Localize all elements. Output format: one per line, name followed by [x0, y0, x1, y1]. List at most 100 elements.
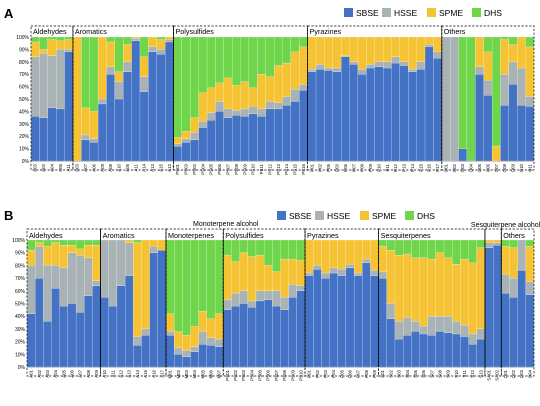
bar-segment-spme: [349, 36, 359, 62]
bar-segment-spme: [59, 244, 68, 269]
y-tick-label: 0%: [18, 365, 26, 371]
x-tick-label: S09: [446, 369, 451, 377]
bar-segment-sbse: [125, 275, 134, 368]
bar-segment-sbse: [239, 303, 248, 368]
bar-segment-dhs: [255, 239, 265, 256]
group-label: Aldehydes: [29, 231, 63, 240]
bar-segment-dhs: [239, 239, 248, 253]
x-tick-label: O11: [527, 163, 532, 172]
bar-segment-spme: [206, 87, 216, 113]
bar-segment-dhs: [509, 239, 518, 248]
bar-segment-dhs: [525, 36, 535, 48]
bar-segment-sbse: [475, 74, 484, 162]
x-tick-label: PS05: [209, 163, 214, 174]
panel-a-legend: SBSE HSSE SPME DHS: [344, 8, 502, 18]
group-label: Pyrazines: [310, 27, 342, 36]
x-tick-label: O09: [511, 163, 516, 172]
bar-segment-sbse: [500, 105, 509, 162]
bar-segment-hsse: [313, 265, 322, 270]
x-tick-label: A16: [151, 369, 156, 377]
bar-segment-hsse: [149, 246, 158, 253]
bar-segment-sbse: [92, 285, 101, 368]
y-tick-label: 70%: [19, 72, 30, 78]
bar-segment-hsse: [332, 67, 342, 72]
bar-segment-hsse: [141, 328, 150, 336]
bar-segment-sbse: [435, 331, 445, 368]
bar-segment-sbse: [299, 90, 308, 162]
legend-swatch-sbse: [277, 211, 286, 220]
x-tick-label: P07: [356, 369, 361, 377]
x-tick-label: PS03: [184, 163, 189, 174]
bar-segment-sbse: [366, 67, 375, 162]
bar-segment-sbse: [508, 84, 518, 162]
x-tick-label: P06: [343, 163, 348, 171]
x-tick-label: S04: [405, 369, 410, 377]
bar-segment-hsse: [394, 321, 404, 340]
bar-segment-hsse: [231, 293, 240, 307]
bar-segment-sbse: [315, 69, 325, 162]
y-tick-label: 0%: [22, 159, 30, 165]
bar-segment-dhs: [231, 239, 240, 262]
bar-segment-sbse: [206, 345, 216, 368]
group-label: Sesquiterpenes: [381, 231, 431, 240]
bar-segment-spme: [337, 239, 347, 270]
y-tick-label: 20%: [15, 340, 26, 346]
legend-swatch-spme: [360, 211, 369, 220]
y-tick-label: 80%: [15, 263, 26, 269]
x-tick-label: S05: [413, 369, 418, 377]
y-tick-label: 30%: [15, 327, 26, 333]
bar-segment-dhs: [386, 239, 396, 251]
bar-segment-dhs: [181, 36, 191, 132]
bar-segment-spme: [411, 257, 420, 322]
legend-label-sbse: SBSE: [289, 211, 312, 221]
x-tick-label: M03: [184, 369, 189, 378]
x-tick-label: S12: [470, 369, 475, 377]
bar-segment-dhs: [264, 239, 273, 266]
y-tick-label: 20%: [19, 134, 30, 140]
bar-segment-spme: [299, 46, 308, 85]
bar-segment-sbse: [509, 297, 518, 368]
bar-segment-spme: [89, 111, 99, 139]
bar-segment-sbse: [247, 307, 257, 368]
bar-segment-dhs: [280, 239, 289, 260]
bar-segment-hsse: [290, 88, 300, 102]
x-tick-label: A07: [83, 163, 88, 171]
bar-segment-hsse: [460, 324, 469, 337]
bar-segment-spme: [30, 41, 40, 57]
x-tick-label: PS05: [258, 369, 263, 380]
bar-segment-sbse: [165, 335, 175, 368]
x-tick-label: P05: [339, 369, 344, 377]
bar-segment-sbse: [84, 295, 93, 368]
bar-segment-spme: [280, 258, 289, 298]
bar-segment-spme: [114, 71, 124, 82]
bar-segment-dhs: [427, 239, 436, 260]
bar-segment-dhs: [190, 36, 199, 118]
bar-segment-dhs: [67, 239, 77, 246]
bar-segment-spme: [35, 242, 44, 247]
bar-segment-spme: [264, 265, 273, 291]
x-tick-label: P15: [418, 163, 423, 171]
x-tick-label: P02: [315, 369, 320, 377]
bar-segment-spme: [272, 271, 281, 291]
x-tick-label: A17: [159, 369, 164, 377]
bar-segment-spme: [282, 62, 291, 97]
group-label: Aldehydes: [33, 27, 67, 36]
x-tick-label: S03: [397, 369, 402, 377]
group-label: Aromatics: [103, 231, 135, 240]
bar-segment-hsse: [315, 64, 325, 70]
x-tick-label: O01: [503, 369, 508, 378]
bar-segment-dhs: [378, 239, 387, 247]
bar-segment-spme: [131, 36, 141, 39]
bar-segment-spme: [149, 239, 158, 247]
bar-segment-spme: [391, 36, 400, 57]
bar-segment-sbse: [223, 117, 233, 162]
bar-segment-hsse: [240, 108, 250, 117]
bar-segment-sbse: [123, 71, 132, 162]
bar-segment-hsse: [125, 242, 134, 276]
bar-segment-hsse: [75, 255, 85, 313]
bar-segment-sbse: [64, 51, 74, 162]
legend-label-dhs: DHS: [417, 211, 435, 221]
bar-segment-spme: [315, 36, 325, 65]
x-tick-label: A06: [91, 163, 96, 171]
bar-segment-spme: [239, 252, 248, 291]
